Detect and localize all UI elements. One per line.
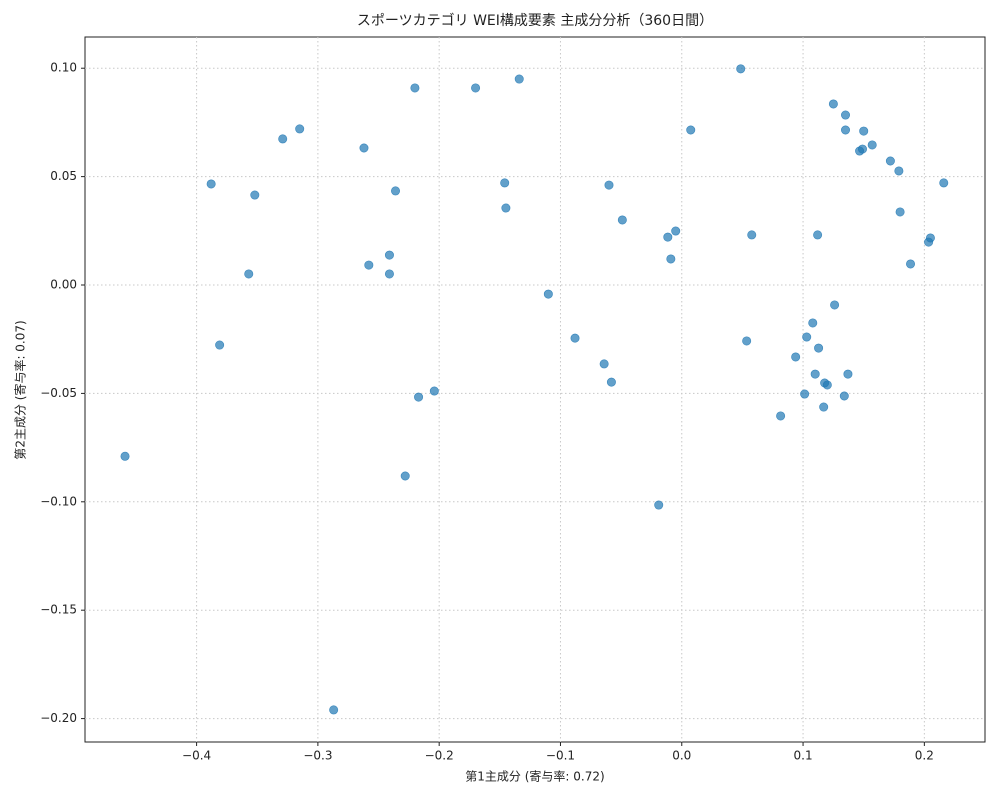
point: [906, 259, 916, 269]
y-tick-label: −0.10: [40, 494, 77, 508]
point: [885, 156, 895, 166]
point: [925, 233, 935, 243]
point: [606, 377, 616, 387]
y-axis-label: 第2主成分 (寄与率: 0.07): [13, 320, 28, 459]
x-tick-label: 0.1: [794, 749, 813, 763]
point: [250, 190, 260, 200]
point: [736, 64, 746, 74]
point: [800, 389, 810, 399]
point: [244, 269, 254, 279]
point: [599, 359, 609, 369]
point: [215, 340, 225, 350]
point: [895, 207, 905, 217]
point: [859, 126, 869, 136]
point: [391, 186, 401, 196]
point: [822, 380, 832, 390]
point: [329, 705, 339, 715]
point: [857, 144, 867, 154]
point: [295, 124, 305, 134]
point: [514, 74, 524, 84]
point: [120, 451, 130, 461]
point: [747, 230, 757, 240]
point: [843, 369, 853, 379]
point: [802, 332, 812, 342]
y-tick-label: −0.15: [40, 603, 77, 617]
point: [471, 83, 481, 93]
point: [776, 411, 786, 421]
point: [839, 391, 849, 401]
point: [791, 352, 801, 362]
point: [654, 500, 664, 510]
point: [384, 250, 394, 260]
point: [894, 166, 904, 176]
y-tick-label: 0.10: [50, 61, 77, 75]
plot-frame: [84, 36, 986, 743]
point: [814, 343, 824, 353]
point: [500, 178, 510, 188]
point: [828, 99, 838, 109]
point: [570, 333, 580, 343]
x-tick-label: −0.2: [425, 749, 454, 763]
point: [278, 134, 288, 144]
y-tick-label: −0.20: [40, 711, 77, 725]
point: [359, 143, 369, 153]
point: [604, 180, 614, 190]
point: [429, 386, 439, 396]
point: [867, 140, 877, 150]
point: [813, 230, 823, 240]
point: [400, 471, 410, 481]
point: [384, 269, 394, 279]
y-tick-label: 0.00: [50, 278, 77, 292]
x-tick-label: 0.0: [672, 749, 691, 763]
point: [841, 125, 851, 135]
point: [410, 83, 420, 93]
point: [671, 226, 681, 236]
point: [841, 110, 851, 120]
point: [617, 215, 627, 225]
point: [364, 260, 374, 270]
x-tick-label: −0.3: [303, 749, 332, 763]
x-tick-label: 0.2: [915, 749, 934, 763]
chart-title: スポーツカテゴリ WEI構成要素 主成分分析（360日間）: [357, 12, 713, 29]
point: [501, 203, 511, 213]
x-axis-label: 第1主成分 (寄与率: 0.72): [465, 769, 604, 784]
point: [663, 232, 673, 242]
point: [819, 402, 829, 412]
point: [414, 392, 424, 402]
point: [686, 125, 696, 135]
point: [810, 369, 820, 379]
point: [742, 336, 752, 346]
point: [666, 254, 676, 264]
y-tick-label: 0.05: [50, 169, 77, 183]
point: [830, 300, 840, 310]
point: [206, 179, 216, 189]
x-tick-label: −0.1: [546, 749, 575, 763]
point: [808, 318, 818, 328]
point: [939, 178, 949, 188]
x-tick-label: −0.4: [182, 749, 211, 763]
point: [543, 289, 553, 299]
y-tick-label: −0.05: [40, 386, 77, 400]
